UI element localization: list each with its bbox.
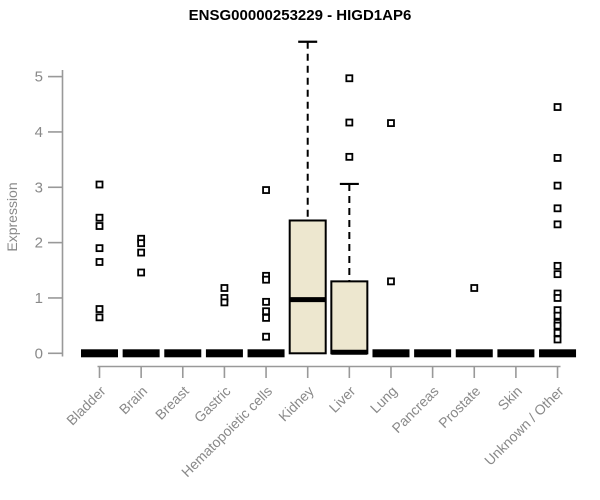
x-category-label-kidney: Kidney bbox=[275, 383, 317, 425]
outlier-point-unknown-other bbox=[553, 270, 562, 279]
zero-bar-unknown-other bbox=[539, 349, 577, 358]
y-tick-label: 2 bbox=[35, 235, 43, 252]
box-kidney bbox=[288, 219, 327, 355]
zero-bar-hematopoietic-cells bbox=[247, 349, 285, 358]
outlier-point-unknown-other bbox=[553, 311, 562, 320]
zero-bar-skin bbox=[497, 349, 535, 358]
zero-bar-pancreas bbox=[414, 349, 452, 358]
box-liver bbox=[330, 280, 369, 355]
outlier-point-bladder bbox=[95, 213, 104, 222]
outlier-point-unknown-other bbox=[553, 154, 562, 162]
x-category-label-breast: Breast bbox=[152, 383, 192, 423]
zero-bar-brain bbox=[122, 349, 160, 358]
outlier-point-brain bbox=[137, 248, 146, 257]
outlier-point-brain bbox=[137, 268, 146, 277]
outlier-point-bladder bbox=[95, 258, 104, 266]
outlier-point-bladder bbox=[95, 222, 104, 230]
outlier-point-unknown-other bbox=[553, 294, 562, 302]
y-tick-label: 4 bbox=[35, 124, 43, 141]
y-axis-label: Expression bbox=[4, 182, 20, 251]
outlier-point-bladder bbox=[95, 305, 104, 313]
x-category-label-unknown-other: Unknown / Other bbox=[481, 383, 567, 469]
outlier-point-liver bbox=[345, 74, 354, 83]
zero-bar-prostate bbox=[455, 349, 493, 358]
outlier-point-unknown-other bbox=[553, 220, 562, 229]
y-tick-label: 5 bbox=[35, 69, 43, 86]
outlier-point-lung bbox=[387, 119, 395, 127]
outlier-point-hematopoietic-cells bbox=[262, 275, 270, 284]
outlier-point-unknown-other bbox=[553, 328, 562, 337]
outlier-point-hematopoietic-cells bbox=[262, 332, 270, 341]
y-tick-label: 0 bbox=[35, 345, 43, 362]
zero-bar-gastric bbox=[205, 349, 243, 358]
outlier-point-unknown-other bbox=[553, 181, 562, 190]
outlier-point-bladder bbox=[95, 313, 104, 322]
outlier-point-liver bbox=[345, 152, 354, 161]
outlier-point-gastric bbox=[220, 298, 229, 307]
chart-title: ENSG00000253229 - HIGD1AP6 bbox=[188, 7, 412, 24]
outlier-point-unknown-other bbox=[553, 204, 562, 213]
x-category-label-skin: Skin bbox=[494, 383, 525, 414]
outlier-point-hematopoietic-cells bbox=[262, 297, 270, 306]
outlier-point-unknown-other bbox=[553, 335, 562, 344]
outlier-point-prostate bbox=[470, 284, 479, 292]
x-category-label-lung: Lung bbox=[367, 383, 400, 416]
zero-bar-breast bbox=[164, 349, 202, 358]
outlier-point-hematopoietic-cells bbox=[262, 186, 270, 194]
x-category-label-bladder: Bladder bbox=[63, 383, 109, 429]
outlier-point-brain bbox=[137, 239, 146, 248]
outlier-point-hematopoietic-cells bbox=[262, 313, 270, 322]
x-category-label-prostate: Prostate bbox=[435, 383, 483, 431]
outlier-point-gastric bbox=[220, 284, 229, 292]
y-tick-label: 1 bbox=[35, 290, 43, 307]
outlier-point-liver bbox=[345, 118, 354, 127]
outlier-point-unknown-other bbox=[553, 103, 562, 111]
outlier-point-hematopoietic-cells bbox=[262, 307, 270, 316]
outlier-point-unknown-other bbox=[553, 261, 562, 270]
outlier-point-unknown-other bbox=[553, 321, 562, 330]
zero-bar-bladder bbox=[81, 349, 118, 358]
x-category-label-brain: Brain bbox=[116, 383, 150, 417]
zero-bar-lung bbox=[372, 349, 410, 358]
x-category-label-liver: Liver bbox=[326, 383, 359, 416]
outlier-point-bladder bbox=[95, 180, 104, 189]
outlier-point-lung bbox=[387, 277, 395, 286]
outlier-point-bladder bbox=[95, 244, 104, 253]
y-tick-label: 3 bbox=[35, 179, 43, 196]
